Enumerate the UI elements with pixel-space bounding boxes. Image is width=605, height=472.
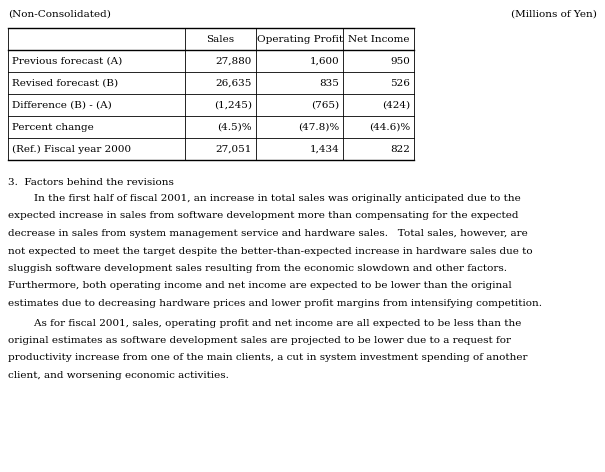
Text: original estimates as software development sales are projected to be lower due t: original estimates as software developme… [8, 336, 511, 345]
Text: (47.8)%: (47.8)% [298, 123, 339, 132]
Text: Percent change: Percent change [12, 123, 94, 132]
Text: 526: 526 [391, 78, 410, 87]
Text: 950: 950 [391, 57, 410, 66]
Text: (Non-Consolidated): (Non-Consolidated) [8, 10, 111, 19]
Text: 26,635: 26,635 [215, 78, 252, 87]
Text: As for fiscal 2001, sales, operating profit and net income are all expected to b: As for fiscal 2001, sales, operating pro… [8, 319, 522, 328]
Text: productivity increase from one of the main clients, a cut in system investment s: productivity increase from one of the ma… [8, 354, 528, 362]
Text: (Millions of Yen): (Millions of Yen) [511, 10, 597, 19]
Text: estimates due to decreasing hardware prices and lower profit margins from intens: estimates due to decreasing hardware pri… [8, 299, 542, 308]
Text: not expected to meet the target despite the better-than-expected increase in har: not expected to meet the target despite … [8, 246, 532, 255]
Text: 1,434: 1,434 [310, 144, 339, 153]
Text: Previous forecast (A): Previous forecast (A) [12, 57, 122, 66]
Text: (4.5)%: (4.5)% [217, 123, 252, 132]
Text: Sales: Sales [206, 34, 234, 43]
Text: 27,051: 27,051 [215, 144, 252, 153]
Text: 27,880: 27,880 [215, 57, 252, 66]
Text: (765): (765) [311, 101, 339, 110]
Text: Furthermore, both operating income and net income are expected to be lower than : Furthermore, both operating income and n… [8, 281, 512, 290]
Text: (Ref.) Fiscal year 2000: (Ref.) Fiscal year 2000 [12, 144, 131, 153]
Text: 835: 835 [319, 78, 339, 87]
Text: (44.6)%: (44.6)% [369, 123, 410, 132]
Text: Difference (B) - (A): Difference (B) - (A) [12, 101, 112, 110]
Text: (424): (424) [382, 101, 410, 110]
Text: Revised forecast (B): Revised forecast (B) [12, 78, 118, 87]
Text: sluggish software development sales resulting from the economic slowdown and oth: sluggish software development sales resu… [8, 264, 507, 273]
Text: decrease in sales from system management service and hardware sales.   Total sal: decrease in sales from system management… [8, 229, 528, 238]
Text: Net Income: Net Income [348, 34, 410, 43]
Text: In the first half of fiscal 2001, an increase in total sales was originally anti: In the first half of fiscal 2001, an inc… [8, 194, 521, 203]
Text: 1,600: 1,600 [310, 57, 339, 66]
Text: expected increase in sales from software development more than compensating for : expected increase in sales from software… [8, 211, 518, 220]
Text: Operating Profit: Operating Profit [257, 34, 342, 43]
Text: client, and worsening economic activities.: client, and worsening economic activitie… [8, 371, 229, 380]
Text: 3.  Factors behind the revisions: 3. Factors behind the revisions [8, 178, 174, 187]
Text: 822: 822 [391, 144, 410, 153]
Text: (1,245): (1,245) [214, 101, 252, 110]
